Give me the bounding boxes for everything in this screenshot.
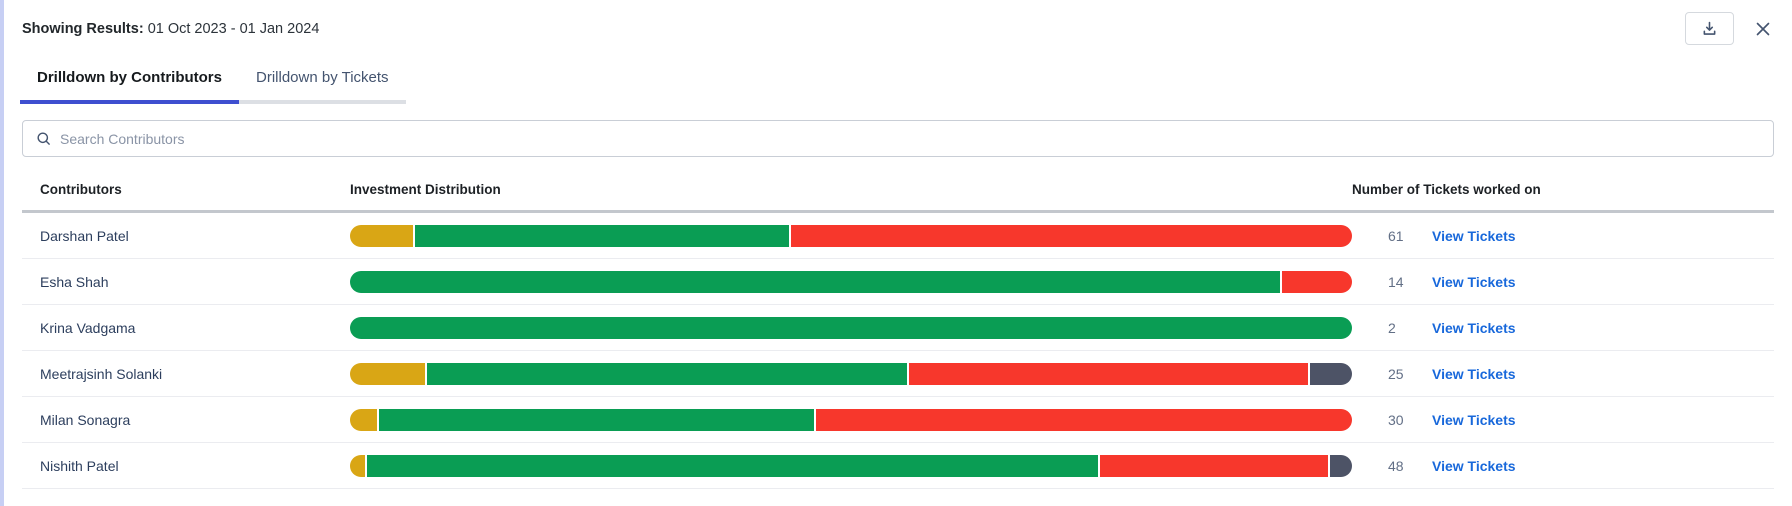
- col-header-contributors: Contributors: [40, 182, 122, 197]
- contributors-table: Contributors Investment Distribution Num…: [22, 169, 1774, 489]
- table-row: Krina Vadgama 2 View Tickets: [22, 305, 1774, 351]
- investment-distribution-bar: [350, 316, 1352, 339]
- download-icon: [1700, 19, 1719, 38]
- ticket-count: 48: [1388, 457, 1404, 474]
- bar-segment-gold: [350, 408, 380, 431]
- bar-segment-green: [350, 316, 1352, 339]
- view-tickets-link[interactable]: View Tickets: [1432, 365, 1516, 382]
- investment-distribution-cell: [350, 408, 1352, 431]
- search-icon: [35, 130, 52, 147]
- view-tickets-link[interactable]: View Tickets: [1432, 457, 1516, 474]
- bar-segment-slate: [1309, 362, 1352, 385]
- tab-drilldown-by-contributors[interactable]: Drilldown by Contributors: [20, 59, 239, 104]
- investment-distribution-cell: [350, 224, 1352, 247]
- contributor-name: Nishith Patel: [40, 457, 119, 474]
- panel-header: Showing Results: 01 Oct 2023 - 01 Jan 20…: [4, 0, 1792, 45]
- investment-distribution-cell: [350, 316, 1352, 339]
- col-header-number-of-tickets: Number of Tickets worked on: [1352, 182, 1541, 197]
- table-header-row: Contributors Investment Distribution Num…: [22, 169, 1774, 213]
- drilldown-tabs: Drilldown by Contributors Drilldown by T…: [20, 59, 1792, 104]
- bar-segment-gold: [350, 362, 428, 385]
- bar-segment-red: [790, 224, 1352, 247]
- header-actions: [1685, 12, 1776, 45]
- bar-segment-green: [367, 454, 1101, 477]
- investment-distribution-bar: [350, 454, 1352, 477]
- close-button[interactable]: [1750, 18, 1776, 40]
- download-button[interactable]: [1685, 12, 1734, 45]
- ticket-count: 25: [1388, 365, 1404, 382]
- table-body: Darshan Patel 61 View Tickets Esha Shah …: [22, 213, 1774, 489]
- table-row: Meetrajsinh Solanki 25 View Tickets: [22, 351, 1774, 397]
- view-tickets-cell: View Tickets: [1432, 274, 1774, 290]
- view-tickets-link[interactable]: View Tickets: [1432, 319, 1516, 336]
- view-tickets-link[interactable]: View Tickets: [1432, 227, 1516, 244]
- tab-drilldown-by-tickets[interactable]: Drilldown by Tickets: [239, 59, 406, 104]
- bar-segment-red: [1281, 270, 1352, 293]
- date-range-value: 01 Oct 2023 - 01 Jan 2024: [147, 20, 320, 37]
- showing-results: Showing Results: 01 Oct 2023 - 01 Jan 20…: [22, 21, 319, 37]
- contributor-name: Esha Shah: [40, 273, 109, 290]
- bar-segment-green: [350, 270, 1282, 293]
- contributor-name: Milan Sonagra: [40, 411, 131, 428]
- contributor-name: Meetrajsinh Solanki: [40, 365, 163, 382]
- search-contributors-input[interactable]: [60, 130, 1763, 147]
- investment-distribution-cell: [350, 270, 1352, 293]
- bar-segment-red: [909, 362, 1310, 385]
- ticket-count: 2: [1388, 319, 1396, 336]
- search-bar[interactable]: [22, 120, 1774, 157]
- bar-segment-red: [815, 408, 1352, 431]
- bar-segment-green: [415, 224, 791, 247]
- bar-segment-gold: [350, 224, 416, 247]
- investment-distribution-cell: [350, 454, 1352, 477]
- bar-segment-red: [1100, 454, 1330, 477]
- view-tickets-cell: View Tickets: [1432, 320, 1774, 336]
- investment-distribution-bar: [350, 270, 1352, 293]
- table-row: Esha Shah 14 View Tickets: [22, 259, 1774, 305]
- bar-segment-green: [427, 362, 910, 385]
- col-header-investment-distribution: Investment Distribution: [350, 182, 501, 197]
- ticket-count: 61: [1388, 227, 1404, 244]
- view-tickets-link[interactable]: View Tickets: [1432, 273, 1516, 290]
- table-row: Milan Sonagra 30 View Tickets: [22, 397, 1774, 443]
- contributor-name: Krina Vadgama: [40, 319, 136, 336]
- close-icon: [1752, 18, 1774, 40]
- view-tickets-cell: View Tickets: [1432, 366, 1774, 382]
- investment-distribution-cell: [350, 362, 1352, 385]
- view-tickets-cell: View Tickets: [1432, 228, 1774, 244]
- table-row: Darshan Patel 61 View Tickets: [22, 213, 1774, 259]
- bar-segment-gold: [350, 454, 368, 477]
- investment-distribution-bar: [350, 362, 1352, 385]
- view-tickets-cell: View Tickets: [1432, 458, 1774, 474]
- ticket-count: 14: [1388, 273, 1404, 290]
- contributor-name: Darshan Patel: [40, 227, 129, 244]
- table-row: Nishith Patel 48 View Tickets: [22, 443, 1774, 489]
- view-tickets-cell: View Tickets: [1432, 412, 1774, 428]
- view-tickets-link[interactable]: View Tickets: [1432, 411, 1516, 428]
- investment-distribution-bar: [350, 224, 1352, 247]
- ticket-count: 30: [1388, 411, 1404, 428]
- investment-distribution-bar: [350, 408, 1352, 431]
- bar-segment-green: [379, 408, 816, 431]
- bar-segment-slate: [1329, 454, 1352, 477]
- showing-results-label: Showing Results:: [22, 20, 144, 37]
